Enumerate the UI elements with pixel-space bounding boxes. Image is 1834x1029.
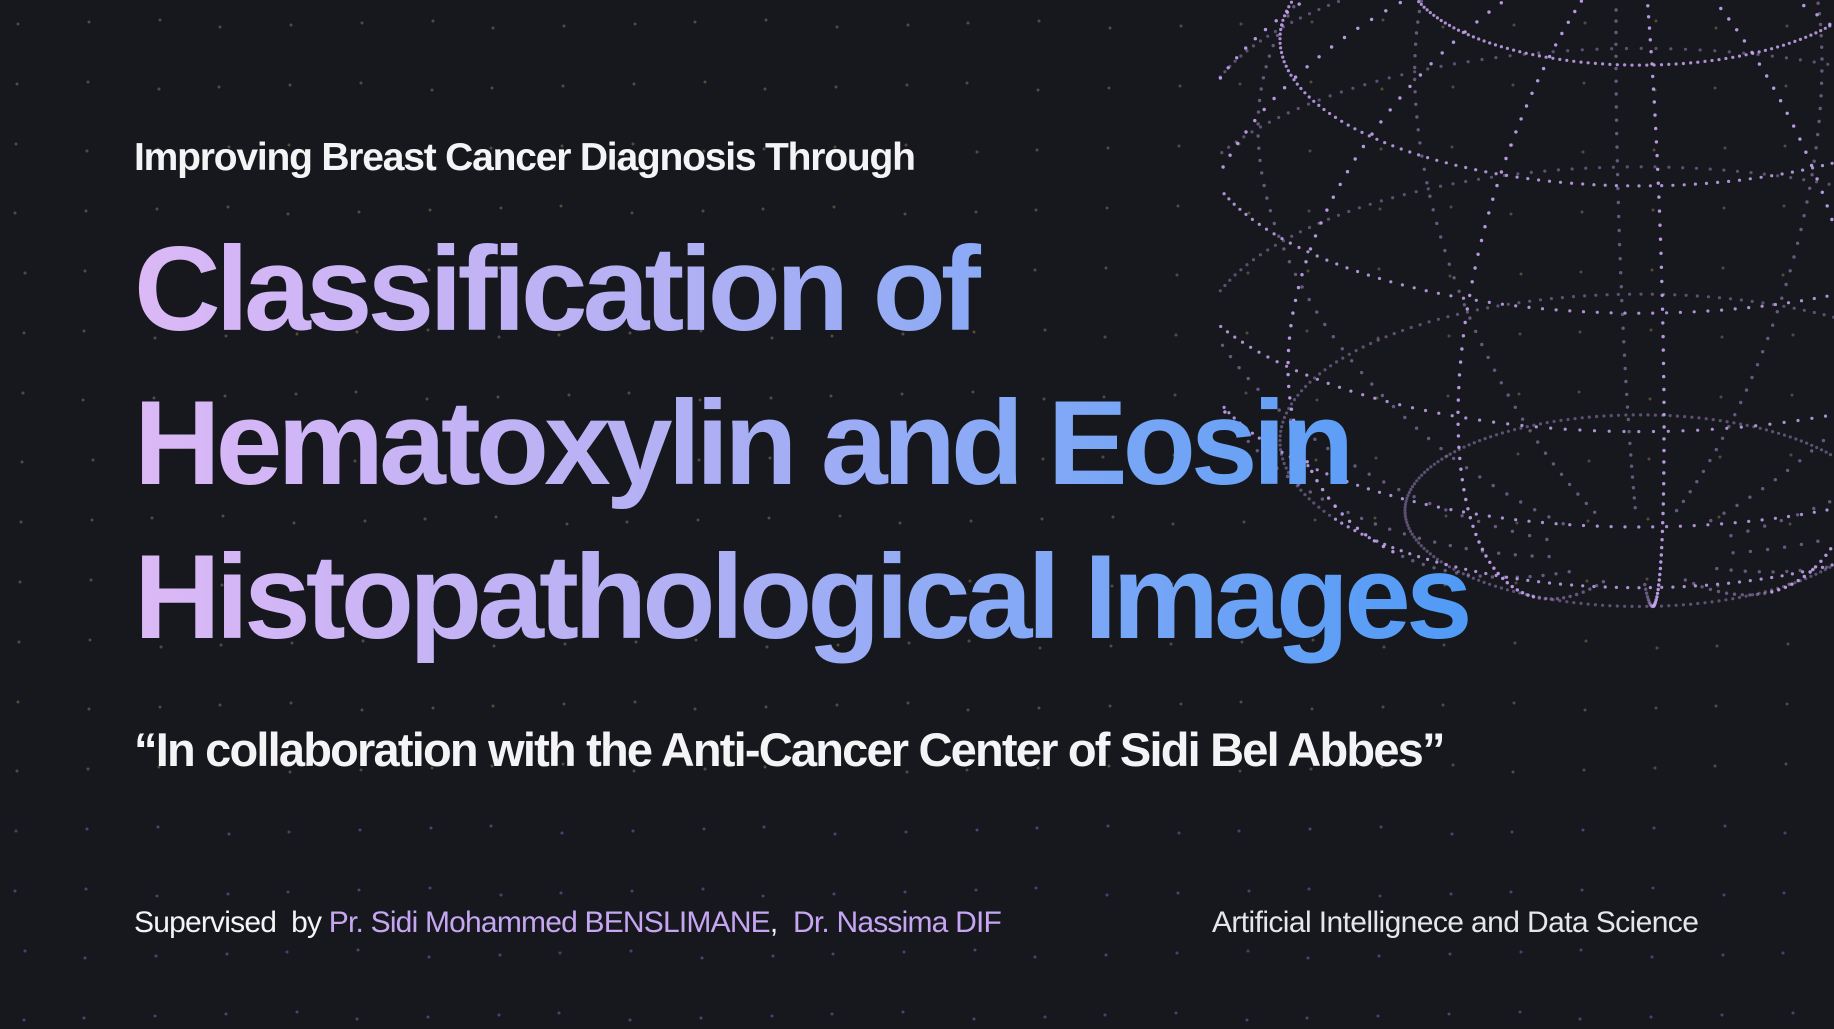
- title-line-3: Histopathological Images: [134, 530, 1468, 664]
- main-title: Classification of Hematoxylin and Eosin …: [134, 212, 1468, 674]
- supervisor-2: Dr. Nassima DIF: [792, 906, 1002, 939]
- title-line-2: Hematoxylin and Eosin: [134, 376, 1350, 510]
- title-line-1: Classification of: [134, 222, 976, 356]
- department-label: Artificial Intellignece and Data Science: [1212, 906, 1699, 939]
- supervised-by-label: Supervised by: [134, 906, 322, 939]
- supervisor-1: Pr. Sidi Mohammed BENSLIMANE: [328, 906, 771, 939]
- collaboration-quote: “In collaboration with the Anti-Cancer C…: [134, 723, 1446, 776]
- supervision-line: Supervised by Pr. Sidi Mohammed BENSLIMA…: [134, 906, 1002, 940]
- supervisor-separator: ,: [769, 906, 778, 939]
- pretitle: Improving Breast Cancer Diagnosis Throug…: [134, 136, 916, 179]
